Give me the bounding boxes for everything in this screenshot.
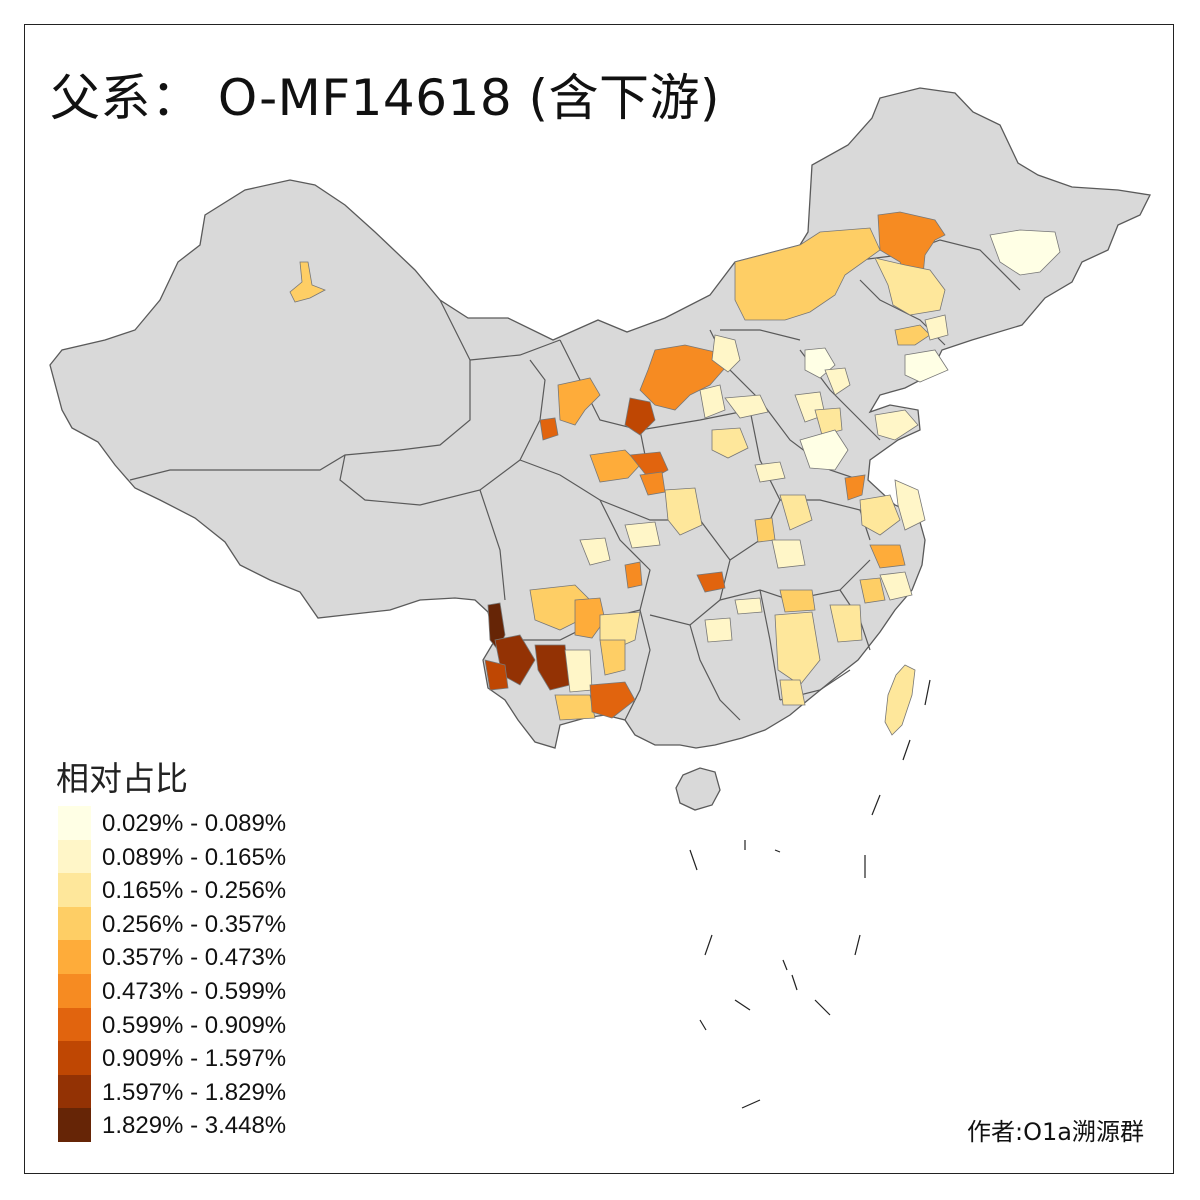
- region-shanxi-c: [724, 394, 769, 419]
- region-yunnan-f: [554, 694, 596, 721]
- legend-swatch: [58, 1041, 91, 1075]
- region-hubei-a: [754, 517, 776, 543]
- legend-title: 相对占比: [56, 759, 188, 798]
- region-sichuan-c: [624, 521, 661, 549]
- region-jiangxi-b: [829, 604, 863, 643]
- legend-label: 0.089% - 0.165%: [102, 843, 287, 871]
- region-sichuan-b: [579, 537, 611, 566]
- legend-swatch: [58, 940, 91, 974]
- legend-swatch: [58, 873, 91, 907]
- region-hunan-a: [779, 589, 816, 613]
- map-title: 父系： O-MF14618 (含下游): [50, 69, 721, 127]
- region-dehong: [484, 659, 509, 691]
- legend-label: 0.357% - 0.473%: [102, 944, 287, 972]
- legend-swatch: [58, 806, 91, 840]
- region-gansu-a: [539, 417, 559, 441]
- region-shanxi-b: [711, 427, 749, 459]
- region-chongqing-a: [696, 571, 726, 593]
- region-shandong-c: [844, 474, 866, 501]
- region-guangdong-a: [779, 679, 806, 706]
- region-lincang: [534, 644, 571, 691]
- region-zhejiang-b: [859, 577, 886, 604]
- south-china-sea-islands: [689, 679, 931, 1109]
- legend-label: 1.829% - 3.448%: [102, 1112, 287, 1140]
- region-honghe: [589, 681, 636, 719]
- region-hulunbuir: [734, 227, 881, 321]
- region-shanxi-a: [699, 384, 726, 419]
- legend-label: 0.599% - 0.909%: [102, 1011, 287, 1039]
- legend-swatch: [58, 906, 91, 941]
- region-guizhou-b: [734, 597, 763, 615]
- region-jilantai: [557, 377, 601, 426]
- region-liaoning-b: [924, 314, 949, 341]
- region-zhejiang-a: [879, 571, 913, 601]
- region-ordos: [639, 344, 726, 411]
- region-yunnan-d: [599, 639, 626, 676]
- hainan-island: [675, 767, 721, 811]
- region-hubei-b: [771, 539, 806, 569]
- region-shaanxi-a: [589, 449, 641, 483]
- region-liaoning-a: [894, 324, 931, 346]
- mainland-china: [49, 87, 1151, 749]
- region-shanxi-north: [711, 334, 741, 373]
- prefecture-regions: [289, 211, 1061, 721]
- legend-label: 0.256% - 0.357%: [102, 910, 287, 938]
- region-shaanxi-d: [664, 487, 703, 536]
- legend-swatch: [58, 973, 91, 1008]
- legend-label: 0.473% - 0.599%: [102, 977, 287, 1005]
- region-heilongjiang: [989, 229, 1061, 276]
- region-anhui-a: [859, 494, 901, 536]
- region-hinggan: [877, 211, 946, 291]
- region-northeast-a: [874, 257, 946, 316]
- legend-swatch: [58, 1007, 91, 1042]
- region-henan-b: [779, 494, 813, 531]
- region-shandong-b: [874, 409, 919, 441]
- legend-swatch: [58, 1074, 91, 1109]
- region-liaoning-c: [904, 349, 949, 383]
- author-credit: 作者:O1a溯源群: [967, 1118, 1144, 1146]
- region-jiangsu-a: [894, 479, 926, 531]
- region-hebei-d: [814, 407, 843, 436]
- taiwan-island: [884, 664, 916, 736]
- legend-label: 1.597% - 1.829%: [102, 1078, 287, 1106]
- legend-swatch: [58, 1108, 91, 1142]
- region-jiangxi-a: [774, 611, 821, 686]
- region-yinchuan: [624, 397, 656, 436]
- legend-label: 0.165% - 0.256%: [102, 877, 287, 905]
- region-hebei-b: [824, 367, 851, 396]
- region-sichuan-a: [624, 561, 643, 589]
- legend-label: 0.909% - 1.597%: [102, 1045, 287, 1073]
- region-anhui-b: [869, 544, 906, 569]
- region-xinjiang-a: [289, 261, 326, 303]
- legend-swatch: [58, 839, 91, 874]
- region-yunnan-e: [564, 649, 593, 693]
- region-henan-a: [754, 461, 786, 483]
- legend-label: 0.029% - 0.089%: [102, 810, 287, 837]
- region-yunnan-b: [574, 597, 606, 639]
- region-shandong-a: [799, 429, 849, 471]
- region-guizhou-a: [704, 617, 733, 643]
